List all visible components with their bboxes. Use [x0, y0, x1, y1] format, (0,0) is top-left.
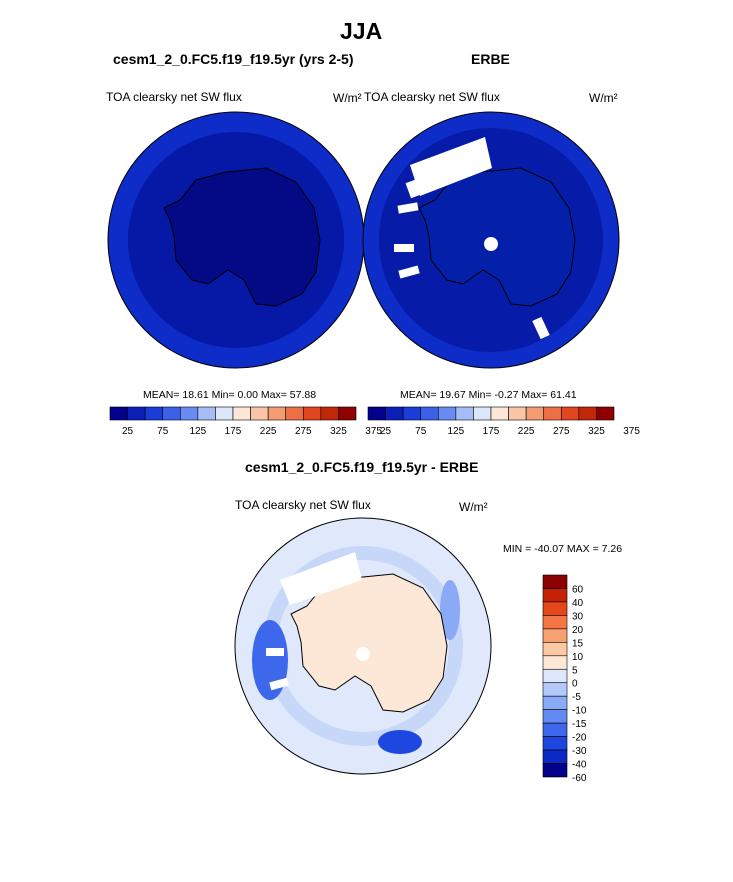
left-colorbar-tick-label: 375: [365, 426, 382, 437]
diff-stats: MIN = -40.07 MAX = 7.26: [503, 543, 623, 555]
right-colorbar-swatch: [420, 406, 439, 421]
left-colorbar-swatch: [338, 406, 357, 421]
diff-colorbar-swatch: [542, 722, 568, 737]
left-colorbar-swatch: [250, 406, 269, 421]
right-colorbar-swatch: [508, 406, 527, 421]
diff-colorbar-swatch: [542, 655, 568, 670]
right-colorbar-tick-label: 75: [415, 426, 427, 437]
diff-title: cesm1_2_0.FC5.f19_f19.5yr - ERBE: [245, 459, 479, 475]
left-colorbar-tick-label: 75: [157, 426, 169, 437]
right-colorbar-tick-label: 125: [448, 426, 465, 437]
left-colorbar-swatch: [285, 406, 304, 421]
diff-colorbar-swatch: [542, 615, 568, 630]
left-map: [107, 111, 365, 369]
left-units-label: W/m²: [333, 91, 362, 105]
left-stats: MEAN= 18.61 Min= 0.00 Max= 57.88: [143, 389, 317, 401]
diff-colorbar-swatch: [542, 601, 568, 616]
left-colorbar-tick-label: 275: [295, 426, 312, 437]
diff-colorbar-tick-label: -10: [572, 706, 587, 717]
diff-colorbar-swatch: [542, 763, 568, 778]
left-colorbar-swatch: [109, 406, 128, 421]
right-colorbar-swatch: [560, 406, 580, 421]
right-colorbar-tick-label: 25: [380, 426, 392, 437]
right-colorbar-swatch: [490, 406, 509, 421]
right-colorbar-swatch: [543, 406, 562, 421]
page-title: JJA: [340, 18, 383, 44]
diff-colorbar-tick-label: -30: [572, 746, 587, 757]
diff-colorbar-tick-label: -20: [572, 733, 587, 744]
diff-colorbar-tick-label: -40: [572, 760, 587, 771]
right-colorbar-tick-label: 375: [623, 426, 640, 437]
diff-colorbar-tick-label: -15: [572, 719, 587, 730]
diff-colorbar-swatch: [542, 736, 568, 751]
right-colorbar-tick-label: 275: [553, 426, 570, 437]
diff-colorbar-swatch: [542, 682, 568, 697]
diff-colorbar-tick-label: 15: [572, 638, 584, 649]
diff-colorbar-swatch: [542, 574, 568, 589]
left-colorbar-swatch: [267, 406, 287, 421]
diff-colorbar-tick-label: -5: [572, 692, 581, 703]
right-colorbar-swatch: [385, 406, 404, 421]
left-colorbar-swatch: [232, 406, 251, 421]
diff-colorbar-swatch: [542, 709, 568, 724]
diff-colorbar-tick-label: 0: [572, 679, 578, 690]
left-variable-label: TOA clearsky net SW flux: [106, 90, 242, 104]
diff-colorbar-tick-label: 5: [572, 665, 578, 676]
right-units-label: W/m²: [589, 91, 618, 105]
diff-colorbar-swatch: [542, 695, 568, 710]
left-case-title: cesm1_2_0.FC5.f19_f19.5yr (yrs 2-5): [113, 51, 354, 67]
right-colorbar-swatch: [473, 406, 492, 421]
right-colorbar-swatch: [578, 406, 597, 421]
diff-colorbar-tick-label: 10: [572, 652, 584, 663]
right-stats: MEAN= 19.67 Min= -0.27 Max= 61.41: [400, 389, 577, 401]
right-colorbar-swatch: [596, 406, 615, 421]
left-colorbar-swatch: [127, 406, 146, 421]
diff-variable-label: TOA clearsky net SW flux: [235, 498, 371, 512]
left-colorbar-tick-label: 325: [330, 426, 347, 437]
diff-colorbar-swatch: [542, 588, 568, 603]
diff-map: [234, 517, 492, 775]
right-colorbar-swatch: [437, 406, 457, 421]
left-colorbar-swatch: [215, 406, 234, 421]
diff-colorbar-tick-label: 30: [572, 611, 584, 622]
left-colorbar-tick-label: 125: [190, 426, 207, 437]
diff-colorbar-swatch: [542, 642, 568, 657]
left-colorbar-tick-label: 175: [225, 426, 242, 437]
left-colorbar-swatch: [179, 406, 199, 421]
right-colorbar-swatch: [367, 406, 386, 421]
right-colorbar-tick-label: 325: [588, 426, 605, 437]
diff-colorbar-tick-label: 40: [572, 598, 584, 609]
right-case-title: ERBE: [471, 51, 510, 67]
diff-colorbar-tick-label: 60: [572, 584, 584, 595]
left-colorbar-swatch: [144, 406, 164, 421]
right-colorbar-swatch: [455, 406, 474, 421]
left-colorbar-swatch: [302, 406, 322, 421]
diff-colorbar-tick-label: 20: [572, 625, 584, 636]
diff-units-label: W/m²: [459, 500, 488, 514]
left-colorbar-swatch: [320, 406, 339, 421]
diff-colorbar-swatch: [542, 628, 568, 643]
diff-colorbar-tick-label: -60: [572, 773, 587, 784]
left-colorbar-tick-label: 25: [122, 426, 134, 437]
left-colorbar-tick-label: 225: [260, 426, 277, 437]
diff-colorbar-swatch: [542, 749, 568, 764]
left-colorbar-swatch: [197, 406, 216, 421]
diff-colorbar-swatch: [542, 668, 568, 684]
right-variable-label: TOA clearsky net SW flux: [364, 90, 500, 104]
right-colorbar-swatch: [402, 406, 422, 421]
right-colorbar-swatch: [525, 406, 545, 421]
right-colorbar-tick-label: 225: [518, 426, 535, 437]
right-colorbar-tick-label: 175: [483, 426, 500, 437]
left-colorbar-swatch: [162, 406, 181, 421]
right-map: [362, 111, 620, 369]
